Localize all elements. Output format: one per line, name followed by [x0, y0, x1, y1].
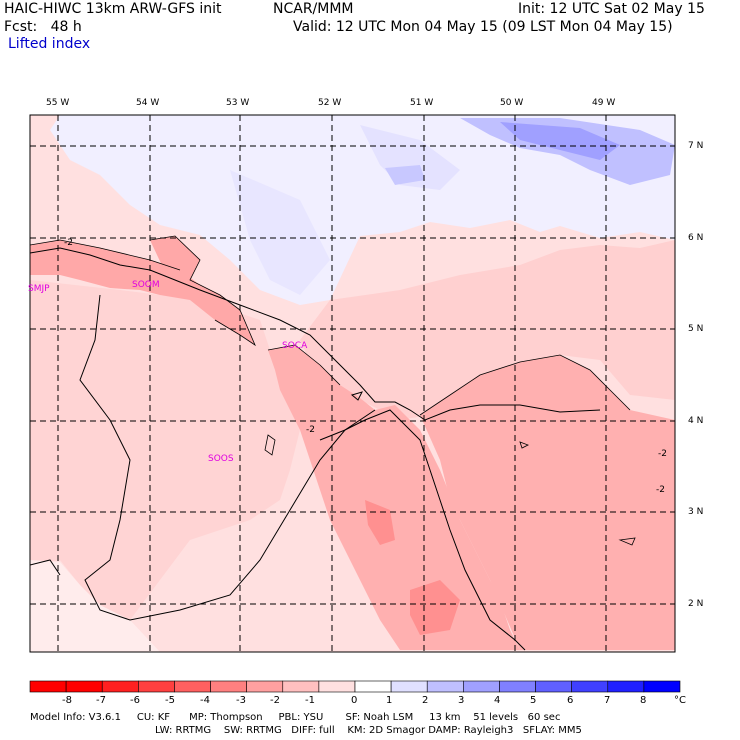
- station-label: SMJP: [28, 284, 50, 294]
- field-zone: [50, 115, 675, 305]
- contour-label: -2: [64, 238, 73, 248]
- colorbar-label: 3: [458, 695, 465, 706]
- lat-label: 7 N: [688, 141, 704, 151]
- colorbar-label: -6: [130, 695, 140, 706]
- contour-label: -2: [658, 449, 667, 459]
- field-zone: [385, 165, 425, 185]
- lon-label: 54 W: [136, 98, 160, 108]
- colorbar-label: 4: [494, 695, 501, 706]
- lat-label: 6 N: [688, 233, 704, 243]
- colorbar-label: 8: [640, 695, 647, 706]
- field-name: Lifted index: [8, 36, 91, 52]
- colorbar: [29, 680, 681, 693]
- coastline: [30, 247, 601, 651]
- colorbar-swatch: [282, 680, 320, 693]
- contour-label: -2: [656, 485, 665, 495]
- model-info-line1: Model Info: V3.6.1 CU: KF MP: Thompson P…: [30, 712, 561, 723]
- colorbar-swatch: [65, 680, 103, 693]
- lon-label: 53 W: [226, 98, 250, 108]
- valid-time: Valid: 12 UTC Mon 04 May 15 (09 LST Mon …: [293, 19, 673, 35]
- colorbar-label: -1: [305, 695, 315, 706]
- colorbar-swatch: [174, 680, 211, 693]
- field-zone: [500, 122, 620, 160]
- lon-label: 52 W: [318, 98, 342, 108]
- colorbar-unit: °C: [674, 695, 686, 706]
- model-title: HAIC-HIWC 13km ARW-GFS init: [4, 1, 222, 17]
- latlon-grid: [30, 115, 675, 652]
- model-info-line2: LW: RRTMG SW: RRTMG DIFF: full KM: 2D Sm…: [155, 725, 582, 736]
- colorbar-swatch: [390, 680, 428, 693]
- colorbar-label: -4: [200, 695, 210, 706]
- field-zone: [365, 500, 395, 545]
- field-zone: [360, 125, 460, 190]
- colorbar-label: 0: [351, 695, 358, 706]
- colorbar-swatch: [246, 680, 284, 693]
- colorbar-swatch: [101, 680, 139, 693]
- field-zone: [30, 280, 300, 630]
- colorbar-swatch: [607, 680, 645, 693]
- field-zone: [30, 240, 255, 345]
- field-zone: [300, 240, 675, 420]
- colorbar-swatch: [463, 680, 500, 693]
- contour-line: [30, 235, 636, 546]
- colorbar-swatch: [138, 680, 175, 693]
- station-label: SOCA: [282, 341, 308, 351]
- colorbar-swatch: [426, 680, 464, 693]
- field-zone: [30, 580, 160, 652]
- colorbar-label: 6: [567, 695, 574, 706]
- lat-label: 3 N: [688, 507, 704, 517]
- field-zone: [150, 236, 200, 280]
- colorbar-swatch: [499, 680, 536, 693]
- colorbar-swatch: [535, 680, 572, 693]
- field-zone: [410, 580, 460, 635]
- colorbar-label: 2: [422, 695, 429, 706]
- lat-label: 2 N: [688, 599, 704, 609]
- lat-label: 5 N: [688, 324, 704, 334]
- station-label: SOOM: [132, 280, 160, 290]
- field-zone: [420, 355, 675, 650]
- colorbar-label: -5: [165, 695, 175, 706]
- init-time: Init: 12 UTC Sat 02 May 15: [518, 1, 705, 17]
- colorbar-label: -3: [236, 695, 246, 706]
- map-frame: [29, 114, 676, 653]
- lon-label: 55 W: [46, 98, 70, 108]
- colorbar-label: 7: [604, 695, 611, 706]
- colorbar-label: -7: [96, 695, 106, 706]
- field-zone: [230, 170, 330, 295]
- lon-label: 50 W: [500, 98, 524, 108]
- station-label: SOOS: [208, 454, 234, 464]
- colorbar-swatch: [318, 680, 356, 693]
- colorbar-label: -8: [62, 695, 72, 706]
- colorbar-swatch: [571, 680, 609, 693]
- colorbar-label: 5: [530, 695, 537, 706]
- colorbar-label: -2: [270, 695, 280, 706]
- colorbar-swatch: [354, 680, 392, 693]
- org-label: NCAR/MMM: [273, 1, 354, 17]
- lat-label: 4 N: [688, 416, 704, 426]
- colorbar-label: 1: [386, 695, 393, 706]
- lon-label: 49 W: [592, 98, 616, 108]
- forecast-hour: Fcst: 48 h: [4, 19, 82, 35]
- colorbar-swatch: [210, 680, 247, 693]
- colorbar-swatch: [29, 680, 67, 693]
- lon-label: 51 W: [410, 98, 434, 108]
- contour-label: -2: [306, 425, 315, 435]
- colorbar-swatch: [643, 680, 681, 693]
